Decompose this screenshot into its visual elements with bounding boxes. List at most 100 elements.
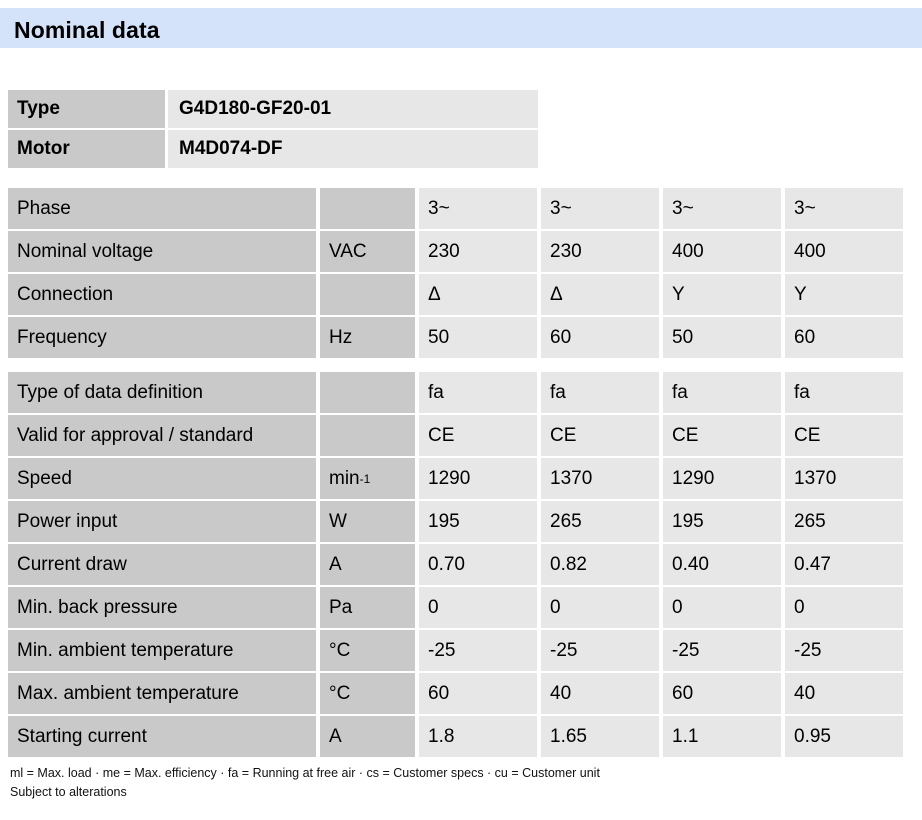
footnote-line-2: Subject to alterations (10, 785, 127, 799)
row-label: Current draw (8, 544, 316, 585)
table-row: Nominal voltage VAC 230 230 400 400 (8, 231, 906, 272)
row-label: Starting current (8, 716, 316, 757)
row-value: 60 (541, 317, 659, 358)
table-row: Type of data definition fa fa fa fa (8, 372, 906, 413)
identity-block: Type G4D180-GF20-01 Motor M4D074-DF (8, 90, 538, 170)
row-value: 0.70 (419, 544, 537, 585)
row-label: Max. ambient temperature (8, 673, 316, 714)
row-unit: °C (320, 630, 415, 671)
table-row: Min. back pressure Pa 0 0 0 0 (8, 587, 906, 628)
row-unit: VAC (320, 231, 415, 272)
row-value: -25 (785, 630, 903, 671)
row-value: Y (663, 274, 781, 315)
row-value: 1290 (663, 458, 781, 499)
row-label: Min. back pressure (8, 587, 316, 628)
row-value: -25 (663, 630, 781, 671)
row-label: Valid for approval / standard (8, 415, 316, 456)
row-value: 60 (419, 673, 537, 714)
table-group: Phase 3~ 3~ 3~ 3~ Nominal voltage VAC 230 230 400… (8, 188, 906, 358)
row-value: 1370 (541, 458, 659, 499)
row-value: 1.65 (541, 716, 659, 757)
row-unit: W (320, 501, 415, 542)
table-row: Max. ambient temperature °C 60 40 60 40 (8, 673, 906, 714)
row-value: 40 (785, 673, 903, 714)
table-row: Phase 3~ 3~ 3~ 3~ (8, 188, 906, 229)
row-label: Nominal voltage (8, 231, 316, 272)
row-value: 0 (785, 587, 903, 628)
identity-label: Type (8, 90, 165, 128)
table-row: Min. ambient temperature °C -25 -25 -25 -25 (8, 630, 906, 671)
row-label: Connection (8, 274, 316, 315)
row-unit-text: A (329, 553, 342, 575)
page-header-bar: Nominal data (0, 8, 922, 48)
row-unit: A (320, 716, 415, 757)
row-value: 0 (663, 587, 781, 628)
row-unit-text: Pa (329, 596, 353, 618)
row-value: -25 (541, 630, 659, 671)
row-value: 195 (663, 501, 781, 542)
row-unit: Pa (320, 587, 415, 628)
row-value: CE (541, 415, 659, 456)
row-unit (320, 274, 415, 315)
row-value: 0 (541, 587, 659, 628)
row-unit (320, 372, 415, 413)
row-value: 3~ (541, 188, 659, 229)
row-value: CE (663, 415, 781, 456)
row-value: 0.82 (541, 544, 659, 585)
row-value: -25 (419, 630, 537, 671)
row-value: 400 (785, 231, 903, 272)
row-label: Speed (8, 458, 316, 499)
row-label: Phase (8, 188, 316, 229)
row-value: 50 (419, 317, 537, 358)
table-group-separator (8, 360, 906, 372)
row-label: Power input (8, 501, 316, 542)
nominal-data-table: Phase 3~ 3~ 3~ 3~ Nominal voltage VAC 230 230 400… (8, 188, 906, 759)
identity-row: Type G4D180-GF20-01 (8, 90, 538, 128)
table-row: Power input W 195 265 195 265 (8, 501, 906, 542)
row-value: 60 (663, 673, 781, 714)
row-value: 0.47 (785, 544, 903, 585)
table-row: Current draw A 0.70 0.82 0.40 0.47 (8, 544, 906, 585)
table-row: Frequency Hz 50 60 50 60 (8, 317, 906, 358)
row-value: 195 (419, 501, 537, 542)
row-value: 265 (785, 501, 903, 542)
row-value: 1.8 (419, 716, 537, 757)
row-value: 400 (663, 231, 781, 272)
table-group: Type of data definition fa fa fa fa Valid for… (8, 372, 906, 757)
page-title: Nominal data (14, 17, 160, 43)
footnote: ml = Max. load · me = Max. efficiency · … (10, 764, 910, 802)
row-unit-text: °C (329, 682, 351, 704)
row-value: 230 (419, 231, 537, 272)
identity-value: M4D074-DF (168, 130, 538, 168)
row-value: CE (785, 415, 903, 456)
table-row: Starting current A 1.8 1.65 1.1 0.95 (8, 716, 906, 757)
identity-row: Motor M4D074-DF (8, 130, 538, 168)
row-value: 1370 (785, 458, 903, 499)
table-row: Valid for approval / standard CE CE CE CE (8, 415, 906, 456)
row-value: 40 (541, 673, 659, 714)
row-unit-text: A (329, 725, 342, 747)
row-unit: °C (320, 673, 415, 714)
row-label: Frequency (8, 317, 316, 358)
row-value: fa (663, 372, 781, 413)
row-value: 0.95 (785, 716, 903, 757)
row-unit-text: Hz (329, 326, 353, 348)
row-value: 3~ (785, 188, 903, 229)
row-value: 60 (785, 317, 903, 358)
row-unit (320, 415, 415, 456)
row-unit (320, 188, 415, 229)
row-value: CE (419, 415, 537, 456)
row-value: 0 (419, 587, 537, 628)
row-label: Min. ambient temperature (8, 630, 316, 671)
row-value: 3~ (419, 188, 537, 229)
row-value: 1290 (419, 458, 537, 499)
row-unit: Hz (320, 317, 415, 358)
row-value: 0.40 (663, 544, 781, 585)
row-value: 230 (541, 231, 659, 272)
row-value: fa (785, 372, 903, 413)
row-value: 50 (663, 317, 781, 358)
row-unit: min -1 (320, 458, 415, 499)
row-value: Δ (419, 274, 537, 315)
row-value: 3~ (663, 188, 781, 229)
row-unit-text: W (329, 510, 347, 532)
